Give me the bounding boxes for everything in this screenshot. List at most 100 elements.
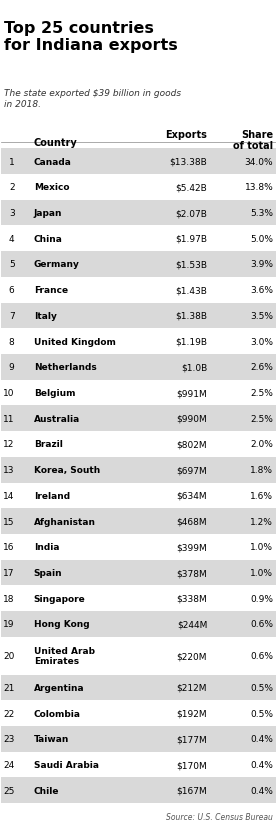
Text: $1.19B: $1.19B [175, 337, 207, 346]
Text: $244M: $244M [177, 619, 207, 628]
FancyBboxPatch shape [1, 303, 276, 329]
Text: 19: 19 [3, 619, 15, 628]
Text: Australia: Australia [34, 414, 80, 423]
Text: 0.6%: 0.6% [250, 652, 273, 661]
FancyBboxPatch shape [1, 752, 276, 777]
Text: 24: 24 [3, 760, 15, 769]
Text: 5.0%: 5.0% [250, 234, 273, 243]
Text: 3.0%: 3.0% [250, 337, 273, 346]
FancyBboxPatch shape [1, 457, 276, 483]
Text: 6: 6 [9, 286, 15, 295]
Text: 2.6%: 2.6% [250, 363, 273, 372]
Text: Source: U.S. Census Bureau: Source: U.S. Census Bureau [166, 812, 273, 821]
Text: United Arab
Emirates: United Arab Emirates [34, 647, 95, 666]
Text: Canada: Canada [34, 157, 72, 166]
Text: Afghanistan: Afghanistan [34, 517, 96, 526]
FancyBboxPatch shape [1, 380, 276, 406]
Text: Spain: Spain [34, 568, 62, 577]
Text: $220M: $220M [177, 652, 207, 661]
Text: 3.9%: 3.9% [250, 260, 273, 269]
Text: $13.38B: $13.38B [169, 157, 207, 166]
Text: $991M: $991M [176, 388, 207, 397]
FancyBboxPatch shape [1, 611, 276, 637]
Text: Argentina: Argentina [34, 683, 84, 692]
Text: $1.0B: $1.0B [181, 363, 207, 372]
Text: 8: 8 [9, 337, 15, 346]
FancyBboxPatch shape [1, 637, 276, 675]
Text: 5.3%: 5.3% [250, 209, 273, 218]
FancyBboxPatch shape [1, 483, 276, 508]
Text: $2.07B: $2.07B [175, 209, 207, 218]
FancyBboxPatch shape [1, 700, 276, 726]
FancyBboxPatch shape [1, 175, 276, 200]
FancyBboxPatch shape [1, 777, 276, 803]
Text: $212M: $212M [177, 683, 207, 692]
Text: 1.2%: 1.2% [250, 517, 273, 526]
FancyBboxPatch shape [1, 534, 276, 560]
Text: 3: 3 [9, 209, 15, 218]
Text: 1.0%: 1.0% [250, 568, 273, 577]
Text: $697M: $697M [176, 465, 207, 474]
Text: Country: Country [34, 138, 78, 148]
Text: 1.0%: 1.0% [250, 542, 273, 551]
Text: Korea, South: Korea, South [34, 465, 100, 474]
Text: 14: 14 [3, 491, 15, 500]
FancyBboxPatch shape [1, 560, 276, 585]
Text: 1.8%: 1.8% [250, 465, 273, 474]
Text: $1.43B: $1.43B [175, 286, 207, 295]
Text: 11: 11 [3, 414, 15, 423]
Text: Italy: Italy [34, 311, 57, 320]
Text: 0.5%: 0.5% [250, 709, 273, 718]
Text: 0.4%: 0.4% [250, 760, 273, 769]
Text: $990M: $990M [176, 414, 207, 423]
Text: $170M: $170M [176, 760, 207, 769]
Text: Singapore: Singapore [34, 594, 86, 603]
Text: 25: 25 [3, 786, 15, 795]
FancyBboxPatch shape [1, 200, 276, 226]
Text: $338M: $338M [176, 594, 207, 603]
FancyBboxPatch shape [1, 406, 276, 431]
Text: 3.5%: 3.5% [250, 311, 273, 320]
Text: 0.4%: 0.4% [250, 734, 273, 744]
Text: 2.5%: 2.5% [250, 388, 273, 397]
Text: 0.9%: 0.9% [250, 594, 273, 603]
Text: Saudi Arabia: Saudi Arabia [34, 760, 99, 769]
Text: $1.38B: $1.38B [175, 311, 207, 320]
Text: 3.6%: 3.6% [250, 286, 273, 295]
Text: 15: 15 [3, 517, 15, 526]
Text: The state exported $39 billion in goods
in 2018.: The state exported $39 billion in goods … [4, 89, 181, 108]
Text: 2.5%: 2.5% [250, 414, 273, 423]
FancyBboxPatch shape [1, 277, 276, 303]
Text: Germany: Germany [34, 260, 80, 269]
Text: $468M: $468M [177, 517, 207, 526]
Text: 1.6%: 1.6% [250, 491, 273, 500]
Text: Netherlands: Netherlands [34, 363, 97, 372]
Text: $1.53B: $1.53B [175, 260, 207, 269]
Text: $802M: $802M [177, 440, 207, 449]
Text: 0.4%: 0.4% [250, 786, 273, 795]
Text: 0.5%: 0.5% [250, 683, 273, 692]
Text: India: India [34, 542, 59, 551]
FancyBboxPatch shape [1, 675, 276, 700]
Text: 9: 9 [9, 363, 15, 372]
Text: $634M: $634M [177, 491, 207, 500]
Text: 2: 2 [9, 183, 15, 192]
Text: 34.0%: 34.0% [245, 157, 273, 166]
Text: United Kingdom: United Kingdom [34, 337, 116, 346]
Text: Top 25 countries
for Indiana exports: Top 25 countries for Indiana exports [4, 21, 177, 53]
Text: 10: 10 [3, 388, 15, 397]
Text: 20: 20 [3, 652, 15, 661]
Text: Colombia: Colombia [34, 709, 81, 718]
Text: Belgium: Belgium [34, 388, 75, 397]
Text: $192M: $192M [177, 709, 207, 718]
Text: $1.97B: $1.97B [175, 234, 207, 243]
FancyBboxPatch shape [1, 329, 276, 354]
FancyBboxPatch shape [1, 431, 276, 457]
Text: China: China [34, 234, 63, 243]
FancyBboxPatch shape [1, 252, 276, 277]
Text: Mexico: Mexico [34, 183, 69, 192]
Text: $167M: $167M [176, 786, 207, 795]
Text: 5: 5 [9, 260, 15, 269]
FancyBboxPatch shape [1, 585, 276, 611]
FancyBboxPatch shape [1, 354, 276, 380]
